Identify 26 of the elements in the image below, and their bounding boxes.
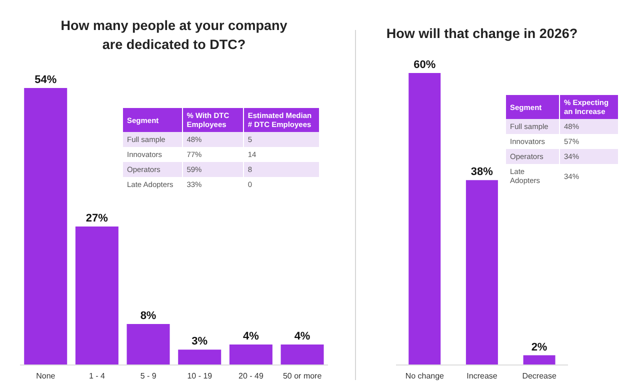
- bar: [24, 88, 68, 365]
- chart-title: How many people at your company are dedicated to DTC?: [60, 17, 288, 54]
- data-label: 3%: [192, 336, 208, 348]
- x-tick-label: 20 - 49: [238, 372, 264, 381]
- x-tick-label: Increase: [466, 372, 498, 381]
- data-label: 8%: [140, 310, 156, 322]
- x-tick-label: 5 - 9: [140, 372, 157, 381]
- data-label: 60%: [414, 59, 436, 71]
- x-tick-label: No change: [405, 372, 445, 381]
- data-label: 27%: [86, 212, 108, 224]
- x-tick-label: Decrease: [522, 372, 557, 381]
- bar: [229, 344, 272, 365]
- x-tick-label: 50 or more: [282, 372, 322, 381]
- bar: [178, 350, 222, 365]
- bar: [126, 324, 170, 365]
- chart-title: How will that change in 2026?: [385, 25, 579, 43]
- data-label: 2%: [531, 341, 548, 354]
- x-tick-label: 1 - 4: [88, 372, 106, 381]
- data-label: 4%: [294, 330, 310, 342]
- data-label: 38%: [470, 166, 494, 178]
- x-tick-label: None: [36, 372, 56, 381]
- bar: [75, 226, 118, 365]
- x-tick-label: 10 - 19: [187, 372, 213, 381]
- data-label: 54%: [34, 74, 57, 86]
- data-label: 4%: [242, 330, 260, 342]
- bar: [280, 344, 324, 365]
